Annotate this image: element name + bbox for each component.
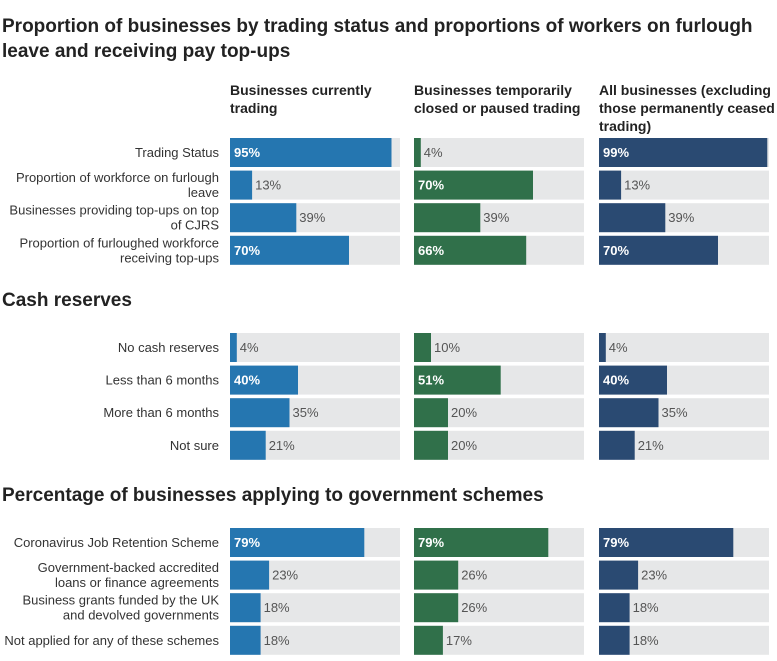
data-label: 13% [255,178,281,193]
bar-currently-trading [230,625,261,655]
data-label: 18% [264,600,290,615]
row-label: Trading Status [135,145,220,160]
bar-track [230,333,400,362]
data-label: 79% [603,535,629,550]
data-label: 51% [418,373,444,388]
data-label: 18% [633,633,659,648]
bar-temporarily-closed [414,333,431,362]
data-label: 70% [603,243,629,258]
data-label: 26% [461,600,487,615]
data-label: 26% [461,568,487,583]
row-label: Not sure [170,438,219,453]
row-label: Less than 6 months [106,373,220,388]
data-label: 95% [234,145,260,160]
data-label: 17% [446,633,472,648]
bar-track [599,333,769,362]
column-header-currently-trading: Businesses currently trading [230,82,372,116]
bar-currently-trading [230,138,392,167]
bar-all-businesses [599,625,630,655]
bar-currently-trading [230,235,349,265]
bar-all-businesses [599,333,606,362]
bar-temporarily-closed [414,560,459,590]
row-label: Government-backed accredited loans or fin… [38,560,220,590]
bar-temporarily-closed [414,398,448,428]
bar-currently-trading [230,560,270,590]
bar-all-businesses [599,430,635,460]
bar-track [414,333,584,362]
data-label: 23% [272,568,298,583]
section-title-cash-reserves: Cash reserves [2,290,132,311]
row-label: Proportion of workforce on furlough leave [16,170,219,200]
column-header-temporarily-closed: Businesses temporarily closed or paused … [414,82,581,116]
data-label: 13% [624,178,650,193]
section-title-government-schemes: Percentage of businesses applying to gov… [2,485,544,506]
bar-all-businesses [599,398,659,428]
row-label: Business grants funded by the UK and devo… [22,593,219,623]
data-label: 20% [451,405,477,420]
bar-currently-trading [230,203,297,233]
bar-temporarily-closed [414,625,443,655]
row-label: Businesses providing top-ups on top of CJ… [9,203,219,233]
data-label: 4% [424,145,443,160]
bar-track [230,170,400,200]
bar-currently-trading [230,430,266,460]
chart-title: Proportion of businesses by trading stat… [2,16,753,62]
data-label: 70% [418,178,444,193]
data-label: 21% [269,438,295,453]
data-label: 40% [603,373,629,388]
bar-track [414,138,584,167]
bar-currently-trading [230,398,290,428]
bar-currently-trading [230,593,261,623]
bar-temporarily-closed [414,138,421,167]
data-label: 40% [234,373,260,388]
row-label: More than 6 months [103,405,219,420]
bar-all-businesses [599,593,630,623]
data-label: 39% [299,210,325,225]
bar-currently-trading [230,528,365,557]
data-label: 21% [638,438,664,453]
bar-currently-trading [230,333,237,362]
bar-temporarily-closed [414,235,527,265]
bar-all-businesses [599,528,734,557]
data-label: 20% [451,438,477,453]
data-label: 23% [641,568,667,583]
bar-all-businesses [599,365,667,395]
bar-all-businesses [599,235,718,265]
data-label: 39% [483,210,509,225]
row-label: Proportion of furloughed workforce receiv… [20,235,220,265]
data-label: 18% [264,633,290,648]
data-label: 70% [234,243,260,258]
bar-temporarily-closed [414,528,549,557]
column-header-all-businesses: All businesses (excluding those permanen… [599,82,775,134]
row-label: Coronavirus Job Retention Scheme [14,535,219,550]
bar-currently-trading [230,170,253,200]
bar-temporarily-closed [414,430,448,460]
data-label: 4% [240,340,259,355]
data-label: 18% [633,600,659,615]
row-label: No cash reserves [118,340,220,355]
data-label: 79% [234,535,260,550]
data-label: 35% [293,405,319,420]
data-label: 79% [418,535,444,550]
bar-all-businesses [599,203,666,233]
bar-currently-trading [230,365,298,395]
bar-temporarily-closed [414,365,501,395]
bar-track [599,170,769,200]
bar-all-businesses [599,138,768,167]
bar-temporarily-closed [414,170,533,200]
bar-temporarily-closed [414,593,459,623]
bar-all-businesses [599,560,639,590]
bar-temporarily-closed [414,203,481,233]
row-label: Not applied for any of these schemes [4,633,219,648]
data-label: 35% [662,405,688,420]
data-label: 10% [434,340,460,355]
bar-all-businesses [599,170,622,200]
data-label: 39% [668,210,694,225]
data-label: 99% [603,145,629,160]
data-label: 4% [609,340,628,355]
data-label: 66% [418,243,444,258]
